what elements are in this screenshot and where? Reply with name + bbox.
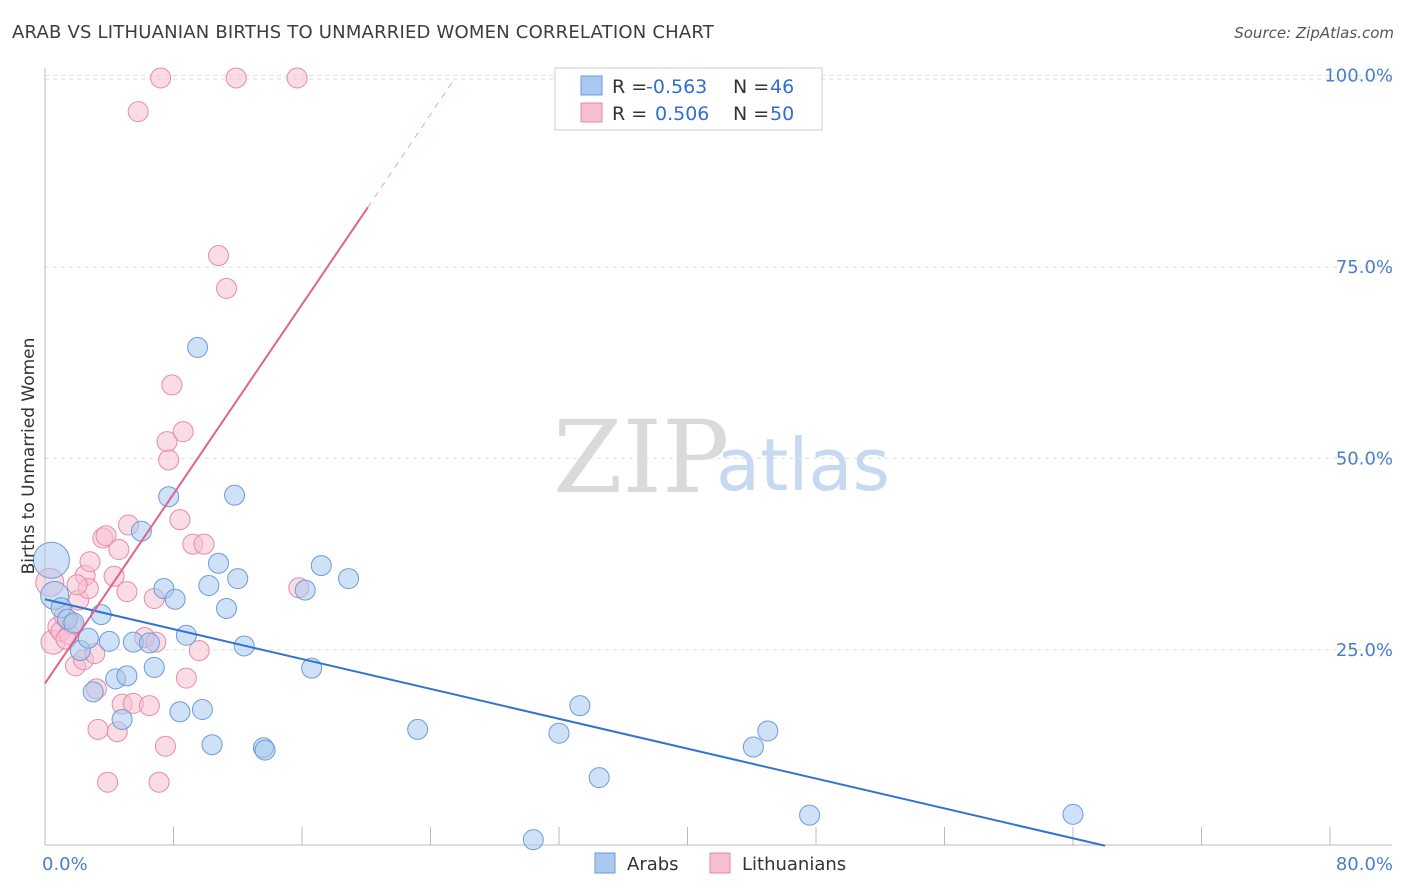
arabs-point — [143, 656, 165, 678]
arabs-point — [198, 574, 220, 596]
arabs-point — [207, 552, 229, 574]
y-tick-label: 75.0% — [1336, 257, 1393, 278]
y-tick-label: 50.0% — [1336, 448, 1393, 469]
lithuanians-point — [193, 533, 215, 555]
series-legend: Arabs Lithuanians — [594, 852, 846, 875]
lithuanians-point — [225, 67, 247, 89]
arabs-point — [63, 612, 85, 634]
arabs-point — [77, 627, 99, 649]
lithuanians-point — [158, 449, 180, 471]
arabs-point — [407, 718, 429, 740]
lithuanians-point — [87, 718, 109, 740]
legend-swatch-arabs — [580, 75, 603, 96]
arabs-point — [138, 632, 160, 654]
arabs-point — [175, 624, 197, 646]
arabs-point — [158, 486, 180, 508]
bottom-legend-lithuanians: Lithuanians — [742, 854, 846, 875]
arabs-point — [191, 699, 213, 721]
arabs-point — [98, 630, 120, 652]
lithuanians-point — [216, 277, 238, 299]
stats-legend: R = -0.563 N = 46 R = 0.506 N = 50 — [554, 67, 823, 131]
trend-lines — [44, 80, 1106, 847]
arabs-point — [742, 736, 764, 758]
lithuanians-points — [35, 67, 310, 793]
arabs-point — [588, 767, 610, 789]
legend-lithuanians-n-value: 50 — [770, 103, 794, 125]
arabs-point — [294, 579, 316, 601]
lithuanians-point — [97, 771, 119, 793]
chart-title: ARAB VS LITHUANIAN BIRTHS TO UNMARRIED W… — [12, 22, 714, 43]
legend-lithuanians-n-label: N = — [733, 103, 769, 125]
grid-lines — [45, 75, 1392, 651]
lithuanians-point — [116, 581, 138, 603]
watermark-atlas: atlas — [716, 423, 890, 507]
x-tick-labels: 0.0% 80.0% — [42, 854, 1393, 875]
lithuanians-trend-line — [44, 206, 369, 685]
arabs-point — [116, 665, 138, 687]
lithuanians-point — [127, 101, 149, 123]
arabs-point — [254, 739, 276, 761]
arabs-point — [164, 588, 186, 610]
lithuanians-point — [161, 374, 183, 396]
y-tick-label: 100.0% — [1324, 66, 1393, 87]
arabs-point — [310, 555, 332, 577]
lithuanians-point — [79, 551, 101, 573]
arabs-point — [111, 708, 133, 730]
legend-lithuanians-r-value: 0.506 — [655, 103, 709, 125]
lithuanians-point — [154, 735, 176, 757]
lithuanians-point — [148, 771, 170, 793]
arabs-point — [799, 804, 821, 826]
lithuanians-point — [188, 640, 210, 662]
bottom-legend-swatch-arabs — [594, 852, 616, 874]
arabs-point — [201, 734, 223, 756]
y-axis-title: Births to Unmarried Women — [19, 338, 39, 575]
legend-arabs-n-value: 46 — [770, 76, 794, 98]
arabs-point — [216, 597, 238, 619]
lithuanians-trend-extension — [367, 80, 454, 208]
arabs-point — [227, 568, 249, 590]
arabs-point — [757, 720, 779, 742]
source-credit: Source: ZipAtlas.com — [1234, 24, 1394, 42]
lithuanians-point — [95, 525, 117, 547]
arabs-point — [548, 722, 570, 744]
arabs-point — [82, 681, 104, 703]
arabs-point — [169, 701, 191, 723]
axes — [44, 68, 1392, 846]
lithuanians-point — [138, 695, 160, 717]
arabs-point — [224, 484, 246, 506]
arabs-point — [569, 695, 591, 717]
lithuanians-point — [150, 67, 172, 89]
legend-arabs-n-label: N = — [733, 76, 769, 98]
lithuanians-point — [108, 539, 130, 561]
arabs-point — [187, 336, 209, 358]
lithuanians-point — [103, 565, 125, 587]
arabs-trend-line — [44, 598, 1106, 847]
legend-arabs-r-label: R = — [612, 76, 647, 98]
arabs-point — [1062, 803, 1084, 825]
lithuanians-point — [175, 667, 197, 689]
bottom-legend-swatch-lithuanians — [709, 852, 731, 874]
lithuanians-point — [172, 421, 194, 443]
lithuanians-point — [66, 574, 88, 596]
legend-arabs-r-value: -0.563 — [646, 76, 707, 98]
x-tick-label: 80.0% — [1336, 854, 1393, 875]
arabs-point — [32, 541, 70, 579]
watermark-zip: ZIP — [553, 399, 729, 516]
arabs-point — [522, 829, 544, 851]
lithuanians-point — [207, 245, 229, 267]
lithuanians-point — [169, 509, 191, 531]
y-tick-label: 25.0% — [1336, 640, 1393, 661]
y-tick-labels: 25.0% 50.0% 75.0% 100.0% — [1324, 66, 1393, 661]
arabs-point — [338, 568, 360, 590]
x-tick-label: 0.0% — [42, 854, 88, 875]
legend-lithuanians-r-label: R = — [612, 103, 647, 125]
lithuanians-point — [286, 67, 308, 89]
legend-swatch-lithuanians — [580, 102, 603, 123]
bottom-legend-arabs: Arabs — [627, 854, 679, 875]
